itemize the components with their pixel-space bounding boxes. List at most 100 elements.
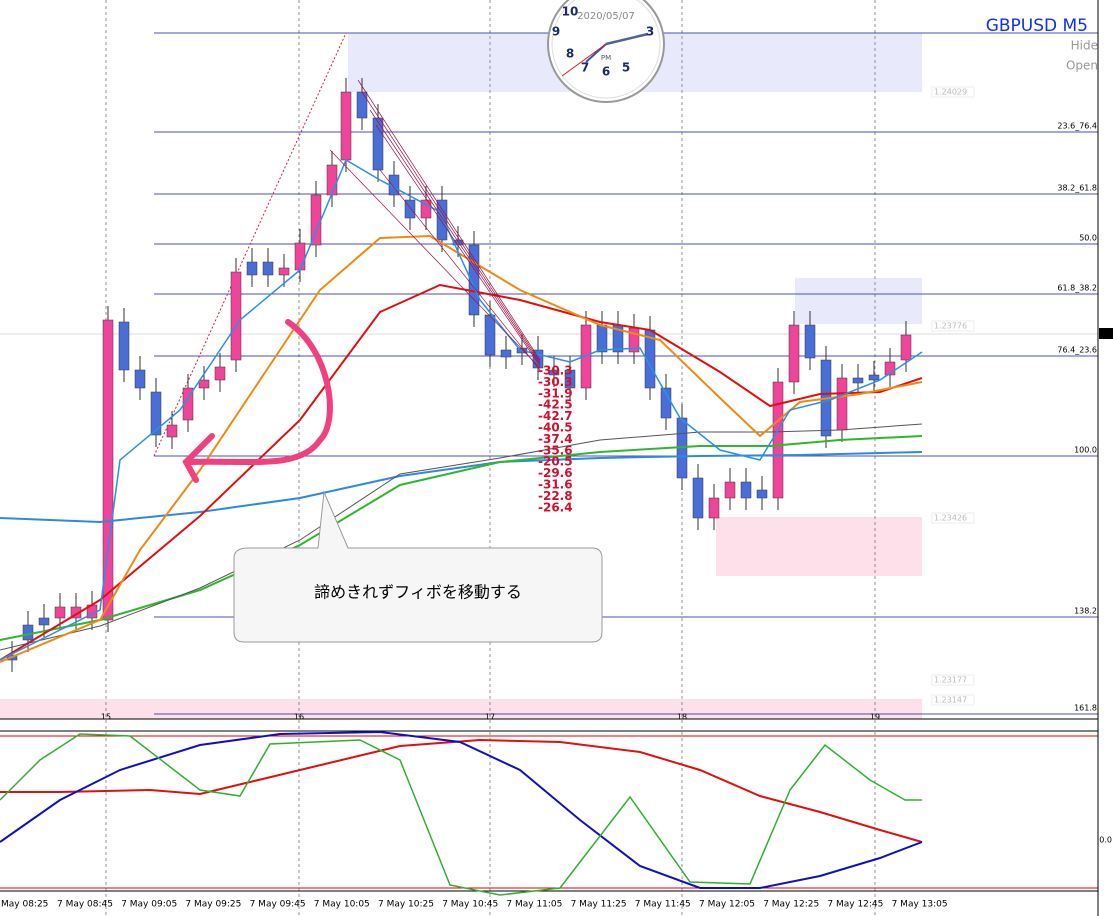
candle-body <box>692 477 704 519</box>
day-marker: 18 <box>677 713 687 722</box>
ma-green <box>0 435 923 641</box>
candle-body <box>198 379 210 389</box>
fib-label: 100.0 <box>1074 446 1097 455</box>
time-label: 7 May 11:05 <box>506 900 562 910</box>
time-label: 7 May 08:45 <box>57 900 113 910</box>
time-label: 7 May 12:25 <box>763 900 819 910</box>
candle-body <box>500 349 512 358</box>
time-label: 7 May 11:45 <box>635 900 691 910</box>
clock-digit: 3 <box>646 25 654 39</box>
fib-label: 38.2_61.8 <box>1057 184 1097 193</box>
open-button[interactable]: Open <box>1066 59 1098 73</box>
candle-body <box>150 391 162 436</box>
candle-body <box>564 369 576 389</box>
clock-digit: 5 <box>622 61 630 75</box>
fib-label: 138.2 <box>1074 607 1097 616</box>
candle-body <box>436 199 448 241</box>
candle-body <box>294 242 306 271</box>
fib-label: 61.8_38.2 <box>1057 284 1097 293</box>
candle-body <box>884 361 896 376</box>
candle-body <box>134 369 146 389</box>
ma-gray <box>0 423 923 651</box>
fib-label: 50.0 <box>1079 234 1097 243</box>
reading: -20.5 <box>538 455 573 469</box>
candle-body <box>804 324 816 359</box>
candle-body <box>310 194 322 246</box>
candle-body <box>118 321 130 371</box>
price-marker <box>1099 328 1113 339</box>
time-label: 7 May 10:45 <box>442 900 498 910</box>
reading: -31.9 <box>538 386 573 400</box>
ind-red <box>0 738 923 843</box>
ma-long <box>0 451 923 524</box>
reading: -35.6 <box>538 443 573 457</box>
candle-body <box>772 381 784 499</box>
candle-body <box>868 374 880 381</box>
candle-body <box>356 91 368 119</box>
price-box <box>931 512 975 524</box>
reading: -42.7 <box>538 409 573 423</box>
hide-button[interactable]: Hide <box>1071 39 1098 53</box>
candle-body <box>38 617 50 626</box>
candle-body <box>708 497 720 519</box>
reading: -42.5 <box>538 398 573 412</box>
candle-body <box>468 244 480 316</box>
zone-mid <box>795 278 922 324</box>
callout-text: 諦めきれずフィボを移動する <box>314 583 522 602</box>
candle-body <box>102 319 114 621</box>
time-label: 7 May 12:05 <box>699 900 755 910</box>
candle-body <box>756 489 768 499</box>
time-label: 7 May 10:05 <box>314 900 370 910</box>
time-label: 7 May 13:05 <box>892 900 948 910</box>
candle-body <box>900 334 912 361</box>
time-label: 7 May 10:25 <box>378 900 434 910</box>
candle-body <box>484 314 496 356</box>
candle-body <box>836 377 848 431</box>
clock-digit: 10 <box>562 5 579 19</box>
ind-blue <box>0 730 923 889</box>
candle-body <box>214 366 226 381</box>
fib-label: 161.8 <box>1074 704 1097 713</box>
candle-body <box>22 624 34 641</box>
clock-digit: 8 <box>566 47 574 61</box>
ma-fast <box>0 158 923 661</box>
time-label: 7 May 09:05 <box>121 900 177 910</box>
candle-body <box>262 261 274 276</box>
zone-bottom <box>0 699 922 719</box>
candle-body <box>788 324 800 383</box>
ind-green <box>0 733 922 896</box>
price-box-label: 1.23776 <box>934 322 967 331</box>
price-box-label: 1.24029 <box>934 88 967 97</box>
reading: -31.6 <box>538 478 573 492</box>
fib-label: 76.4_23.6 <box>1057 346 1097 355</box>
time-label: May 08:25 <box>1 900 48 910</box>
fib-label: 23.6_76.4 <box>1057 122 1097 131</box>
clock-date: 2020/05/07 <box>577 11 635 22</box>
candle-body <box>326 164 338 196</box>
indicator-zero: 0.0 <box>1099 836 1112 845</box>
candle-body <box>740 481 752 499</box>
trend-lines <box>329 79 541 371</box>
zone-low <box>716 517 922 576</box>
candle-body <box>372 117 384 171</box>
candle-body <box>724 481 736 499</box>
indicator-lines <box>0 730 923 896</box>
candle-body <box>182 387 194 421</box>
price-box-label: 1.23426 <box>934 514 967 523</box>
clock-digit: 6 <box>602 65 610 79</box>
candle-body <box>404 199 416 219</box>
price-box-label: 1.23147 <box>934 696 967 705</box>
candle-body <box>340 91 352 161</box>
reading: -22.8 <box>538 489 573 503</box>
reading: -30.3 <box>538 364 573 378</box>
candle-body <box>420 199 432 219</box>
day-marker: 15 <box>101 713 111 722</box>
reading: -29.6 <box>538 466 573 480</box>
time-label: 7 May 09:25 <box>185 900 241 910</box>
reading: -26.4 <box>538 500 573 514</box>
price-box <box>931 86 975 98</box>
price-box <box>931 674 975 686</box>
reading: -30.3 <box>538 375 573 389</box>
